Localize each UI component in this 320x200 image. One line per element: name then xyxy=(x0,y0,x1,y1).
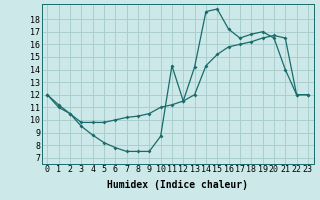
X-axis label: Humidex (Indice chaleur): Humidex (Indice chaleur) xyxy=(107,180,248,190)
